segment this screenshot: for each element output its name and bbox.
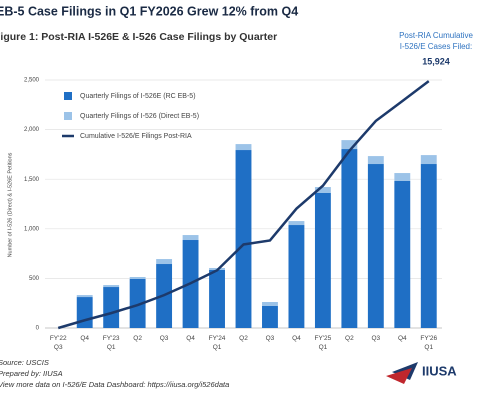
chart-title: EB-5 Case Filings in Q1 FY2026 Grew 12% … bbox=[0, 4, 298, 18]
logo: IIUSA bbox=[386, 362, 457, 384]
legend-swatch bbox=[64, 112, 72, 120]
bar bbox=[76, 297, 93, 328]
bar bbox=[129, 278, 146, 328]
x-tick-label: FY'22 Q3 bbox=[50, 335, 67, 351]
bar bbox=[314, 192, 331, 328]
x-tick-label: FY'24 Q1 bbox=[209, 335, 226, 351]
line bbox=[57, 80, 430, 330]
bar bbox=[394, 173, 411, 181]
x-tick-label: Q3 bbox=[371, 335, 380, 342]
logo-text: IIUSA bbox=[422, 363, 457, 378]
bar bbox=[103, 285, 120, 288]
bar bbox=[341, 149, 358, 328]
bar bbox=[314, 187, 331, 193]
y-tick-label: 1,000 bbox=[24, 226, 40, 232]
bar bbox=[367, 156, 384, 165]
legend-swatch bbox=[64, 92, 72, 100]
x-tick-label: Q4 bbox=[292, 335, 301, 342]
prepared-by: Prepared by: IIUSA bbox=[0, 369, 63, 378]
x-tick-label: Q4 bbox=[186, 335, 195, 342]
x-tick-label: Q3 bbox=[160, 335, 169, 342]
x-tick-label: Q2 bbox=[345, 335, 354, 342]
bar bbox=[420, 164, 437, 328]
bar bbox=[288, 221, 305, 226]
y-axis-label: Number of I-526 (Direct) & I-526E Petiti… bbox=[7, 152, 13, 257]
x-tick-label: FY'25 Q1 bbox=[315, 335, 332, 351]
bar bbox=[156, 259, 173, 265]
x-tick-label: Q2 bbox=[239, 335, 248, 342]
bar bbox=[262, 302, 278, 306]
legend-label: Quarterly Filings of I-526 (Direct EB-5) bbox=[80, 113, 199, 120]
logo-mark bbox=[386, 368, 412, 384]
x-tick-label: Q3 bbox=[266, 335, 275, 342]
bar bbox=[394, 180, 411, 328]
bar bbox=[262, 305, 278, 328]
chart-subtitle: Figure 1: Post-RIA I-526E & I-526 Case F… bbox=[0, 31, 277, 43]
legend-label: Cumulative I-526/E Filings Post-RIA bbox=[80, 133, 192, 140]
y-tick-label: 0 bbox=[36, 326, 40, 332]
x-tick-label: Q4 bbox=[80, 335, 89, 342]
bar bbox=[367, 164, 384, 328]
bar bbox=[209, 269, 225, 328]
legend-label: Quarterly Filings of I-526E (RC EB-5) bbox=[80, 93, 196, 100]
source: Source: USCIS bbox=[0, 358, 49, 367]
y-tick-label: 2,000 bbox=[24, 127, 40, 133]
x-tick-label: FY'23 Q1 bbox=[103, 335, 120, 351]
bar bbox=[420, 155, 437, 165]
y-tick-label: 2,500 bbox=[24, 78, 40, 84]
x-tick-label: FY'26 Q1 bbox=[420, 335, 437, 351]
bar bbox=[341, 140, 358, 150]
bar bbox=[288, 225, 305, 328]
x-tick-label: Q2 bbox=[133, 335, 142, 342]
y-tick-label: 1,500 bbox=[24, 177, 40, 183]
y-tick-label: 500 bbox=[29, 276, 40, 282]
bar bbox=[182, 235, 199, 241]
x-tick-label: Q4 bbox=[398, 335, 407, 342]
bar bbox=[235, 150, 252, 328]
bar bbox=[76, 295, 93, 298]
bar bbox=[129, 277, 146, 279]
bar bbox=[235, 144, 252, 151]
annotation-text: Post-RIA Cumulative I-526/E Cases Filed: bbox=[399, 31, 473, 51]
more-data: View more data on I-526/E Data Dashboard… bbox=[0, 380, 229, 389]
annotation-value: 15,924 bbox=[422, 56, 450, 66]
bar bbox=[103, 287, 120, 328]
